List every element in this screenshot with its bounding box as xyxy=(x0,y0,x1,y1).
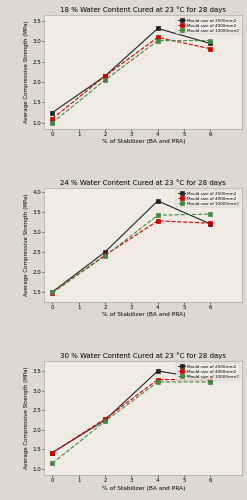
Line: Mould size of 2500mm2: Mould size of 2500mm2 xyxy=(50,369,212,454)
Mould size of 10000mm2 xyxy=(156,38,159,44)
Mould size of 4900mm2 xyxy=(51,290,54,296)
Y-axis label: Average Compressive Strength (MPa): Average Compressive Strength (MPa) xyxy=(24,20,29,123)
Mould size of 4900mm2 xyxy=(209,376,212,382)
Legend: Mould size of 2500mm2, Mould size of 4900mm2, Mould size of 10000mm2: Mould size of 2500mm2, Mould size of 490… xyxy=(176,190,240,207)
Mould size of 4900mm2 xyxy=(209,220,212,226)
Line: Mould size of 4900mm2: Mould size of 4900mm2 xyxy=(50,218,212,295)
Mould size of 10000mm2 xyxy=(51,120,54,126)
Mould size of 10000mm2 xyxy=(103,418,106,424)
Mould size of 2500mm2 xyxy=(51,450,54,456)
Mould size of 2500mm2 xyxy=(103,417,106,423)
Mould size of 4900mm2 xyxy=(209,46,212,52)
Mould size of 4900mm2 xyxy=(103,252,106,258)
Mould size of 4900mm2 xyxy=(103,416,106,422)
Line: Mould size of 10000mm2: Mould size of 10000mm2 xyxy=(50,212,212,294)
Legend: Mould size of 2500mm2, Mould size of 4900mm2, Mould size of 10000mm2: Mould size of 2500mm2, Mould size of 490… xyxy=(176,363,240,380)
Line: Mould size of 10000mm2: Mould size of 10000mm2 xyxy=(50,380,212,466)
Mould size of 4900mm2 xyxy=(156,34,159,40)
Mould size of 10000mm2 xyxy=(156,379,159,385)
Line: Mould size of 2500mm2: Mould size of 2500mm2 xyxy=(50,199,212,294)
Mould size of 4900mm2 xyxy=(51,450,54,456)
Mould size of 10000mm2 xyxy=(209,211,212,217)
Line: Mould size of 4900mm2: Mould size of 4900mm2 xyxy=(50,36,212,121)
Y-axis label: Average Compressive Strength (MPa): Average Compressive Strength (MPa) xyxy=(24,194,29,296)
Mould size of 2500mm2 xyxy=(209,40,212,46)
Mould size of 2500mm2 xyxy=(156,368,159,374)
Y-axis label: Average Compressive Strength (MPa): Average Compressive Strength (MPa) xyxy=(24,367,29,470)
Mould size of 2500mm2 xyxy=(103,73,106,79)
Mould size of 4900mm2 xyxy=(156,376,159,382)
Mould size of 4900mm2 xyxy=(51,116,54,121)
Mould size of 10000mm2 xyxy=(156,212,159,218)
Mould size of 4900mm2 xyxy=(156,218,159,224)
X-axis label: % of Stabilizer (BA and PRA): % of Stabilizer (BA and PRA) xyxy=(102,140,185,144)
Title: 30 % Water Content Cured at 23 °C for 28 days: 30 % Water Content Cured at 23 °C for 28… xyxy=(60,352,226,360)
X-axis label: % of Stabilizer (BA and PRA): % of Stabilizer (BA and PRA) xyxy=(102,486,185,490)
Mould size of 10000mm2 xyxy=(103,77,106,83)
Line: Mould size of 4900mm2: Mould size of 4900mm2 xyxy=(50,378,212,454)
Mould size of 10000mm2 xyxy=(51,460,54,466)
Mould size of 2500mm2 xyxy=(156,26,159,32)
Mould size of 10000mm2 xyxy=(103,253,106,259)
Mould size of 10000mm2 xyxy=(209,379,212,385)
Title: 18 % Water Content Cured at 23 °C for 28 days: 18 % Water Content Cured at 23 °C for 28… xyxy=(60,6,226,13)
Mould size of 4900mm2 xyxy=(103,73,106,79)
Line: Mould size of 10000mm2: Mould size of 10000mm2 xyxy=(50,38,212,125)
Mould size of 10000mm2 xyxy=(209,38,212,44)
X-axis label: % of Stabilizer (BA and PRA): % of Stabilizer (BA and PRA) xyxy=(102,312,185,318)
Mould size of 10000mm2 xyxy=(51,289,54,295)
Mould size of 2500mm2 xyxy=(103,249,106,255)
Mould size of 2500mm2 xyxy=(51,289,54,295)
Mould size of 2500mm2 xyxy=(209,221,212,227)
Mould size of 2500mm2 xyxy=(209,376,212,382)
Line: Mould size of 2500mm2: Mould size of 2500mm2 xyxy=(50,26,212,115)
Mould size of 2500mm2 xyxy=(156,198,159,204)
Title: 24 % Water Content Cured at 23 °C for 28 days: 24 % Water Content Cured at 23 °C for 28… xyxy=(60,180,226,186)
Mould size of 2500mm2 xyxy=(51,110,54,116)
Legend: Mould size of 2500mm2, Mould size of 4900mm2, Mould size of 10000mm2: Mould size of 2500mm2, Mould size of 490… xyxy=(176,17,240,34)
